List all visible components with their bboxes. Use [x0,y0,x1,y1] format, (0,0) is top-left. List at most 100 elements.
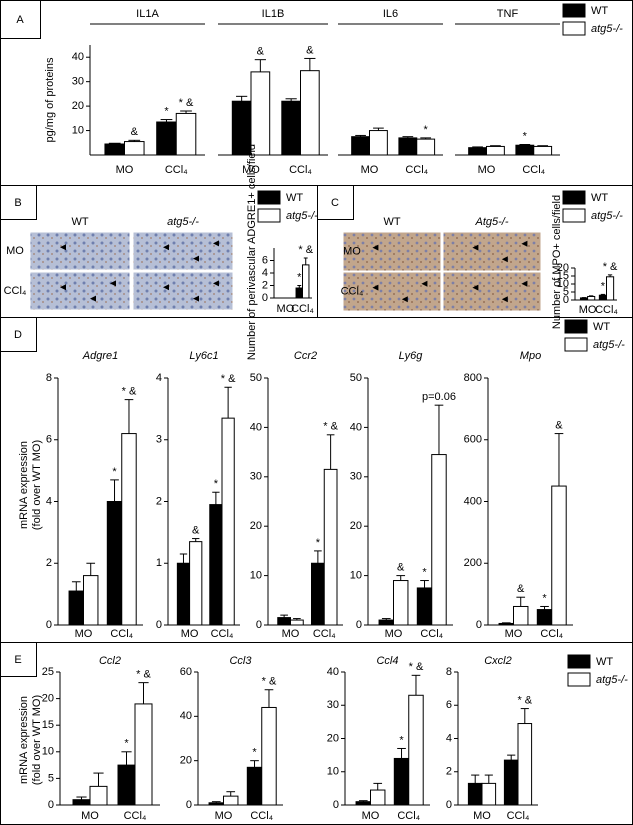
bar [551,485,567,626]
x-tick-label: CCl₄ [250,810,273,822]
y-tick-label: 20 [557,262,569,274]
significance-mark: & [306,44,314,56]
micrograph [29,231,131,271]
arrowhead [193,295,199,302]
arrowhead [521,280,528,287]
x-tick-label: MO [242,164,260,176]
significance-mark: * & [221,373,236,385]
y-tick-label: 0 [356,619,362,631]
bar [176,562,191,626]
bar [515,144,535,156]
y-tick-label: 20 [250,520,262,532]
y-axis-label: Number of MPO+ cells/field [551,195,563,329]
subplot-title: Mpo [520,350,541,362]
y-tick-label: 4 [446,732,452,744]
bar [503,759,519,806]
y-tick-label: 60 [180,666,192,678]
subplot-title: Cxcl2 [484,655,512,667]
y-tick-label: 4 [262,267,268,279]
x-tick-label: MO [277,303,295,315]
legend-label: atg5-/- [591,210,623,222]
significance-mark: p=0.06 [422,391,456,403]
y-tick-label: 50 [250,372,262,384]
panel-letter: D [14,329,22,341]
arrowhead [163,244,169,251]
bar [579,297,589,301]
x-tick-label: CCl₄ [291,303,314,315]
y-tick-label: 5 [563,286,569,298]
significance-mark: * & [136,669,151,681]
y-tick-label: 2 [46,557,52,569]
bar [533,145,553,156]
bar [369,130,388,156]
y-axis-label: mRNA expression [18,696,30,784]
significance-mark: * [112,466,117,478]
significance-mark: & [555,419,563,431]
y-tick-label: 0 [446,799,452,811]
y-tick-label: 20 [180,755,192,767]
micrograph [132,271,234,311]
x-tick-label: CCl₄ [397,810,420,822]
panel-letter: B [14,197,21,209]
significance-mark: * [297,271,302,283]
bar [277,617,291,626]
bar [416,138,436,156]
y-tick-label: 5 [48,772,54,784]
y-tick-label: 10 [72,124,84,136]
y-tick-label: 40 [72,51,84,63]
significance-mark: * [252,747,257,759]
x-tick-label: CCl₄ [124,810,147,822]
legend-swatch [564,337,588,352]
subplot-title: Ccl4 [376,655,398,667]
bar [393,757,410,806]
bar [221,417,235,626]
x-tick-label: CCl₄ [507,810,530,822]
significance-mark: & [192,524,200,536]
legend-swatch [564,319,588,334]
bar [355,801,371,806]
legend-label: WT [596,656,613,668]
bar [536,609,553,626]
significance-mark: & [257,46,265,58]
y-tick-label: 40 [250,421,262,433]
y-tick-label: 6 [46,434,52,446]
bar [124,141,145,156]
bar [281,100,301,156]
bar [481,782,497,806]
x-tick-label: CCl₄ [313,628,336,640]
x-tick-label: CCl₄ [540,628,563,640]
significance-mark: * & [409,661,424,673]
bar [498,622,514,626]
significance-mark: * [214,478,219,490]
y-tick-label: 10 [557,278,569,290]
significance-mark: & [131,126,139,138]
arrowhead [501,296,508,303]
legend-label: WT [286,192,303,204]
subplot-title: IL1B [262,8,285,20]
x-tick-label: MO [362,810,380,822]
y-tick-label: 15 [557,270,569,282]
legend-label: WT [591,5,608,17]
subplot-title: IL6 [383,8,398,20]
arrowhead [213,280,219,287]
y-tick-label: 3 [156,434,162,446]
y-axis-label: Number of perivascular ADGRE1+ cells/fie… [246,144,258,360]
significance-mark: * & [517,694,532,706]
micrograph [342,231,442,272]
y-tick-label: 30 [250,471,262,483]
bar [189,541,203,626]
bar [598,294,607,301]
bar [416,587,433,626]
image-row-label: CCl₄ [341,285,364,297]
y-tick-label: 0 [46,619,52,631]
legend-label: atg5-/- [286,210,318,222]
x-tick-label: CCl₄ [211,628,234,640]
y-tick-label: 8 [446,666,452,678]
micrograph [442,271,542,312]
significance-mark: * [124,738,129,750]
arrowhead [163,284,169,291]
y-axis-label: mRNA expression [18,441,30,529]
y-tick-label: 0 [476,619,482,631]
x-tick-label: MO [579,304,597,316]
legend-label: atg5-/- [591,23,623,35]
